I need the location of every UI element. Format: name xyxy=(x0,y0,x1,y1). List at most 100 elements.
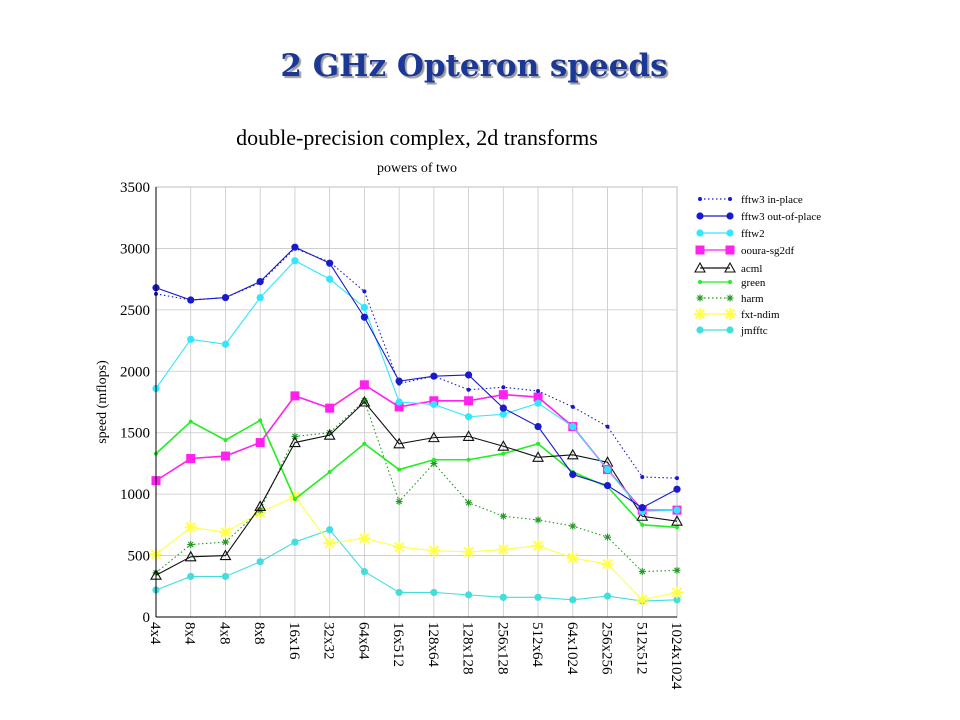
y-tick-label: 3000 xyxy=(120,241,150,257)
data-point xyxy=(430,400,438,409)
data-point xyxy=(726,326,734,334)
data-point xyxy=(497,543,510,556)
chart-subtitle: powers of two xyxy=(377,161,457,176)
data-point xyxy=(569,522,577,530)
data-point xyxy=(255,438,265,448)
x-tick-label: 32x32 xyxy=(321,622,337,660)
data-point xyxy=(358,395,371,407)
data-point xyxy=(187,572,195,581)
data-point xyxy=(724,308,736,320)
data-point xyxy=(397,381,402,386)
x-tick-label: 512x64 xyxy=(529,622,545,668)
series-line xyxy=(155,419,678,529)
data-point xyxy=(394,402,404,412)
data-point xyxy=(256,293,264,302)
legend-item: harm xyxy=(696,293,764,305)
data-point xyxy=(431,374,436,379)
data-point xyxy=(256,558,264,566)
plot-frame xyxy=(155,186,678,618)
data-point xyxy=(728,197,732,201)
chart-title: double-precision complex, 2d transforms xyxy=(236,125,598,150)
series-jmfftc xyxy=(152,526,681,605)
data-point xyxy=(430,459,438,467)
data-point xyxy=(638,504,646,512)
data-point xyxy=(604,533,612,541)
data-point xyxy=(360,567,368,576)
data-point xyxy=(536,388,541,393)
data-point xyxy=(533,392,543,402)
data-point xyxy=(254,500,267,511)
x-tick-label: 128x128 xyxy=(460,622,476,675)
x-tick-label: 128x64 xyxy=(425,622,441,668)
legend-label: fftw3 in-place xyxy=(741,194,803,206)
data-point xyxy=(258,418,263,423)
data-point xyxy=(187,335,195,343)
data-point xyxy=(430,588,438,597)
data-point xyxy=(291,257,299,265)
data-point xyxy=(291,538,299,546)
data-point xyxy=(725,245,735,255)
data-point xyxy=(603,592,612,600)
data-point xyxy=(359,380,369,390)
data-point xyxy=(566,552,579,565)
legend-label: fftw3 out-of-place xyxy=(741,211,821,223)
data-point xyxy=(326,275,334,283)
data-point xyxy=(288,490,301,503)
data-point xyxy=(466,387,471,392)
data-point xyxy=(536,441,541,446)
y-tick-label: 2000 xyxy=(120,364,150,380)
series-harm xyxy=(152,397,681,577)
legend-item: fftw3 out-of-place xyxy=(696,211,821,223)
series-green xyxy=(154,418,679,530)
legend-label: jmfftc xyxy=(740,325,768,337)
legend-item: acml xyxy=(694,261,762,275)
series-acml xyxy=(150,395,683,580)
data-point xyxy=(326,526,334,534)
data-point xyxy=(462,430,475,441)
slide-title: 2 GHz Opteron speeds xyxy=(280,48,668,84)
legend-item: jmfftc xyxy=(696,325,768,337)
data-point xyxy=(291,432,299,440)
legend-label: green xyxy=(741,277,766,289)
legend-label: fftw2 xyxy=(741,228,765,240)
data-point xyxy=(694,261,706,273)
x-tick-label: 256x256 xyxy=(599,622,615,675)
data-point xyxy=(184,550,197,562)
data-point xyxy=(325,403,335,413)
x-tick-label: 256x128 xyxy=(494,622,510,675)
legend-item: green xyxy=(698,277,766,289)
data-point xyxy=(671,586,683,599)
data-point xyxy=(184,521,197,534)
data-point xyxy=(397,467,402,472)
data-point xyxy=(219,549,232,561)
data-point xyxy=(566,448,579,460)
data-point xyxy=(499,410,507,418)
data-point xyxy=(698,280,702,284)
data-point xyxy=(696,326,704,334)
series-line xyxy=(155,247,678,479)
x-tick-label: 1024x1024 xyxy=(668,622,684,690)
data-point xyxy=(465,371,473,379)
data-point xyxy=(219,526,232,539)
data-point xyxy=(220,451,230,461)
legend-label: acml xyxy=(741,263,762,275)
data-point xyxy=(638,568,646,576)
series-line xyxy=(155,399,678,574)
data-point xyxy=(671,515,683,526)
legend-item: fftw2 xyxy=(696,228,765,240)
data-point xyxy=(569,596,577,604)
data-point xyxy=(187,541,195,549)
data-point xyxy=(465,499,473,507)
series-layer xyxy=(150,243,683,606)
data-point xyxy=(534,593,542,601)
y-tick-label: 1000 xyxy=(120,487,150,503)
series-fftw3-in-place xyxy=(154,246,679,481)
data-point xyxy=(501,451,506,456)
y-tick-label: 2500 xyxy=(120,303,150,319)
data-point xyxy=(290,391,300,401)
data-point xyxy=(726,294,734,302)
data-point xyxy=(427,544,440,557)
legend: fftw3 in-place fftw3 out-of-place fftw2 oou… xyxy=(694,194,821,337)
data-point xyxy=(696,294,704,302)
data-point xyxy=(534,399,542,407)
